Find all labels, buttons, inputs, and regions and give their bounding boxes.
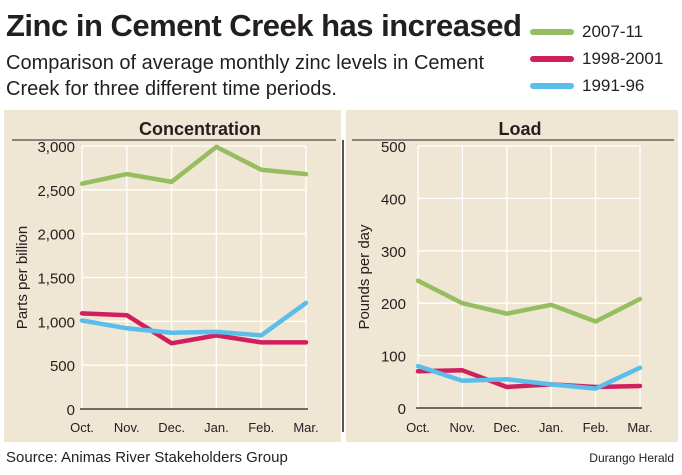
concentration-x-tick-label: Oct. — [70, 420, 94, 435]
load-y-tick-label: 500 — [381, 139, 406, 156]
load-x-tick-label: Mar. — [627, 420, 652, 435]
load-panel-title: Load — [499, 119, 542, 139]
legend-swatch-1991-96 — [530, 82, 574, 89]
legend: 2007-11 1998-2001 1991-96 — [530, 18, 663, 99]
chart-title: Zinc in Cement Creek has increased — [6, 8, 522, 43]
load-y-tick-label: 100 — [381, 349, 406, 366]
concentration-y-tick-label: 2,000 — [37, 227, 75, 244]
concentration-x-tick-label: Jan. — [204, 420, 229, 435]
legend-label: 2007-11 — [582, 21, 644, 41]
load-x-tick-label: Dec. — [493, 420, 520, 435]
concentration-x-tick-label: Feb. — [248, 420, 274, 435]
load-y-tick-label: 0 — [398, 401, 406, 418]
concentration-y-axis-label: Parts per billion — [14, 226, 31, 329]
concentration-y-tick-label: 2,500 — [37, 183, 75, 200]
load-x-tick-label: Nov. — [450, 420, 476, 435]
concentration-series-line-1998-2001 — [79, 311, 309, 346]
load-y-axis-label: Pounds per day — [356, 224, 373, 330]
load-y-tick-label: 200 — [381, 296, 406, 313]
concentration-y-tick-label: 3,000 — [37, 139, 75, 156]
credit-note: Durango Herald — [589, 451, 674, 465]
concentration-panel-title: Concentration — [139, 119, 261, 139]
load-series-line-2007-11 — [415, 278, 643, 324]
load-x-tick-label: Jan. — [539, 420, 564, 435]
legend-item-1991-96: 1991-96 — [530, 72, 663, 99]
chart-subtitle: Comparison of average monthly zinc level… — [6, 52, 484, 100]
concentration-x-tick-label: Nov. — [114, 420, 140, 435]
load-y-tick-label: 400 — [381, 191, 406, 208]
concentration-x-tick-label: Mar. — [293, 420, 318, 435]
concentration-y-tick-label: 1,500 — [37, 271, 75, 288]
legend-item-2007-11: 2007-11 — [530, 18, 663, 45]
load-x-tick-label: Feb. — [583, 420, 609, 435]
source-note: Source: Animas River Stakeholders Group — [6, 449, 288, 466]
concentration-y-tick-label: 0 — [67, 402, 75, 419]
concentration-panel-background — [4, 110, 341, 442]
legend-label: 1998-2001 — [582, 48, 664, 68]
legend-label: 1991-96 — [582, 75, 645, 95]
concentration-y-tick-label: 500 — [50, 358, 75, 375]
legend-swatch-2007-11 — [530, 28, 574, 35]
load-y-tick-label: 300 — [381, 244, 406, 261]
legend-swatch-1998-2001 — [530, 55, 574, 62]
load-x-tick-label: Oct. — [406, 420, 430, 435]
load-series-line-1991-96 — [415, 363, 643, 391]
legend-item-1998-2001: 1998-2001 — [530, 45, 663, 72]
concentration-series-line-1991-96 — [79, 300, 309, 338]
concentration-y-tick-label: 1,000 — [37, 314, 75, 331]
concentration-series-line-2007-11 — [79, 144, 309, 186]
concentration-x-tick-label: Dec. — [158, 420, 185, 435]
